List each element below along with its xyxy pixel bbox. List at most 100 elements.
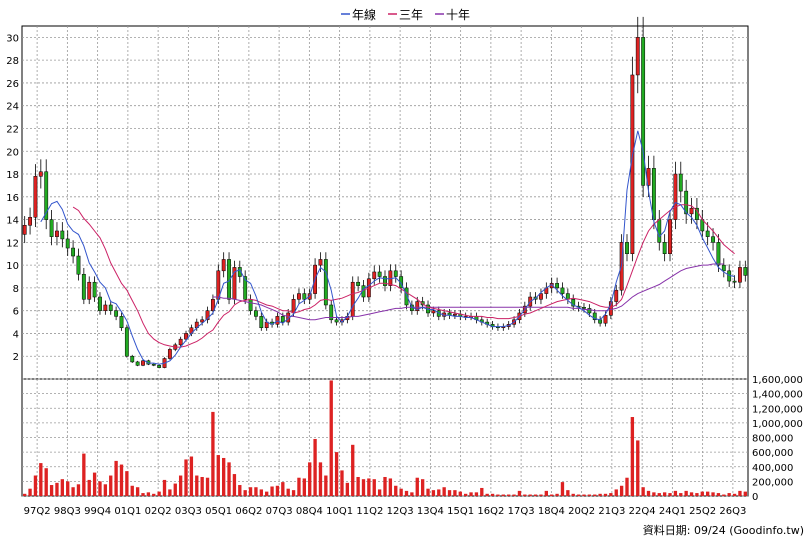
candle [157, 364, 162, 369]
candle [732, 275, 737, 289]
volume-bar [345, 482, 350, 496]
volume-bar [356, 476, 360, 496]
volume-bar [582, 494, 586, 496]
x-tick-label: 24Q1 [659, 506, 686, 517]
volume-bar [259, 489, 263, 496]
candle-body [592, 312, 597, 321]
candle [81, 267, 86, 305]
volume-bar [216, 455, 220, 496]
volume-bar [485, 493, 489, 496]
candle-body [452, 313, 457, 316]
candle-body [356, 281, 361, 286]
candle [452, 310, 457, 320]
candle [103, 300, 108, 315]
candle-body [657, 219, 662, 243]
candle [33, 164, 38, 228]
candle [356, 276, 361, 292]
candle-body [684, 190, 689, 215]
volume-bar [291, 490, 296, 496]
legend: 年線 三年 十年 [341, 7, 470, 22]
x-tick-label: 03Q3 [175, 506, 202, 517]
candle-body [119, 316, 124, 329]
volume-bar [550, 494, 554, 496]
candle [71, 240, 76, 264]
candle [92, 276, 97, 302]
candle-body [130, 355, 135, 363]
candle-body [22, 225, 27, 235]
volume-bar [324, 475, 328, 496]
candle [87, 276, 92, 305]
volume-bar [195, 475, 199, 496]
ten-year-line [212, 263, 724, 321]
candle [119, 312, 124, 331]
volume-bar [383, 476, 387, 496]
candle [65, 230, 70, 256]
candle [135, 360, 140, 367]
candle [743, 260, 748, 282]
volume-bar [625, 477, 629, 496]
volume-bar [270, 486, 274, 496]
volume-bar [221, 457, 226, 496]
volume-bar [28, 488, 32, 496]
volume-bar [496, 494, 500, 496]
price-tick-label: 12 [6, 238, 19, 249]
candle-body [635, 37, 640, 76]
candle [22, 216, 27, 244]
candle-body [673, 173, 678, 220]
volume-tick-label: 200,000 [752, 477, 793, 488]
volume-bars [23, 380, 747, 496]
candle [221, 252, 226, 278]
three-year-line [72, 204, 735, 348]
volume-bar [684, 490, 688, 496]
volume-bar [560, 482, 565, 496]
volume-tick-label: 800,000 [752, 434, 793, 445]
candle [625, 234, 629, 262]
volume-bar [173, 483, 177, 496]
volume-bar [442, 487, 446, 496]
candle [200, 316, 205, 326]
volume-bar [125, 471, 129, 496]
candle-body [555, 283, 560, 289]
volume-bar [130, 485, 134, 496]
candle-body [200, 319, 205, 323]
candle [614, 284, 619, 307]
volume-bar [426, 488, 430, 496]
candle-body [87, 281, 92, 300]
price-tick-label: 10 [6, 261, 19, 272]
candle [662, 234, 667, 262]
volume-bar [566, 490, 570, 496]
candle [297, 288, 301, 305]
price-tick-label: 16 [6, 193, 19, 204]
volume-bar [92, 472, 97, 496]
candle-body [248, 299, 253, 311]
volume-bar [243, 490, 247, 496]
candle-body [297, 293, 301, 300]
candle [383, 270, 387, 292]
candle-body [76, 255, 81, 275]
volume-bar [87, 479, 91, 496]
volume-bar [415, 477, 419, 496]
volume-bar [555, 493, 559, 496]
candle-body [662, 242, 667, 254]
volume-bar [609, 493, 613, 496]
volume-bar [539, 494, 543, 496]
candle [259, 312, 264, 331]
candle [55, 222, 59, 246]
candle [641, 16, 646, 198]
candle-body [571, 299, 576, 307]
volume-bar [66, 481, 70, 496]
candle-body [280, 316, 285, 323]
candle-body [625, 242, 629, 254]
candle-body [603, 314, 608, 324]
candle-body [323, 259, 328, 306]
volume-bar [646, 490, 651, 496]
x-tick-label: 13Q4 [417, 506, 444, 517]
candle-body [721, 264, 726, 272]
x-axis: 97Q2 98Q3 99Q4 01Q1 02Q2 03Q3 05Q1 06Q2 07Q3 08Q4… [24, 506, 747, 517]
volume-bar [254, 487, 258, 496]
volume-bar [44, 468, 48, 496]
volume-bar [275, 485, 280, 496]
candle [130, 354, 135, 363]
candle [44, 159, 49, 230]
volume-bar [652, 492, 656, 496]
